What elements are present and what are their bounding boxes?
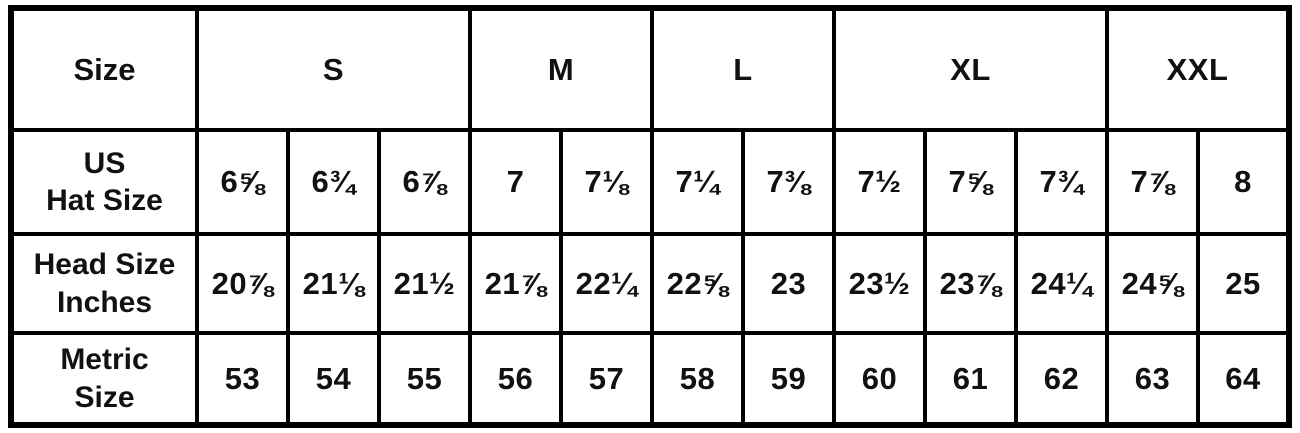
us-hat-size-value: 6⅝: [195, 128, 290, 236]
us-hat-size-value: 7⅜: [741, 128, 836, 236]
metric-size-value: 61: [923, 331, 1018, 427]
metric-size-value: 56: [468, 331, 563, 427]
head-size-inches-value: 25: [1196, 232, 1291, 335]
head-size-inches-row-label: Head Size Inches: [9, 232, 199, 335]
size-group-l: L: [650, 6, 836, 132]
metric-size-value: 62: [1014, 331, 1109, 427]
size-group-xxl: XXL: [1105, 6, 1291, 132]
head-size-inches-value: 21½: [377, 232, 472, 335]
metric-size-value: 54: [286, 331, 381, 427]
head-size-inches-value: 23⅞: [923, 232, 1018, 335]
us-hat-size-value: 8: [1196, 128, 1291, 236]
size-group-m: M: [468, 6, 654, 132]
us-hat-size-value: 7⅝: [923, 128, 1018, 236]
us-hat-size-value: 7½: [832, 128, 927, 236]
us-hat-size-row-label: US Hat Size: [9, 128, 199, 236]
head-size-inches-row: Head Size Inches 20⅞ 21⅛ 21½ 21⅞ 22¼ 22⅝…: [9, 232, 1291, 335]
metric-size-row: Metric Size 53 54 55 56 57 58 59 60 61 6…: [9, 331, 1291, 427]
size-conversion-table: Size S M L XL XXL US Hat Size 6⅝ 6¾ 6⅞ 7…: [8, 5, 1292, 428]
head-size-inches-value: 22⅝: [650, 232, 745, 335]
head-size-inches-value: 22¼: [559, 232, 654, 335]
head-size-inches-value: 24⅝: [1105, 232, 1200, 335]
metric-size-value: 57: [559, 331, 654, 427]
metric-size-value: 53: [195, 331, 290, 427]
us-hat-size-row: US Hat Size 6⅝ 6¾ 6⅞ 7 7⅛ 7¼ 7⅜ 7½ 7⅝ 7¾…: [9, 128, 1291, 236]
size-group-header-row: Size S M L XL XXL: [9, 6, 1291, 132]
size-corner-header: Size: [9, 6, 199, 132]
metric-size-value: 55: [377, 331, 472, 427]
head-size-inches-value: 21⅞: [468, 232, 563, 335]
size-group-s: S: [195, 6, 472, 132]
us-hat-size-value: 7: [468, 128, 563, 236]
metric-size-row-label: Metric Size: [9, 331, 199, 427]
head-size-inches-value: 24¼: [1014, 232, 1109, 335]
us-hat-size-value: 6¾: [286, 128, 381, 236]
us-hat-size-value: 7¼: [650, 128, 745, 236]
us-hat-size-value: 7¾: [1014, 128, 1109, 236]
us-hat-size-value: 7⅛: [559, 128, 654, 236]
us-hat-size-value: 6⅞: [377, 128, 472, 236]
metric-size-value: 63: [1105, 331, 1200, 427]
head-size-inches-value: 23½: [832, 232, 927, 335]
head-size-inches-value: 21⅛: [286, 232, 381, 335]
head-size-inches-value: 20⅞: [195, 232, 290, 335]
metric-size-value: 60: [832, 331, 927, 427]
metric-size-value: 58: [650, 331, 745, 427]
us-hat-size-value: 7⅞: [1105, 128, 1200, 236]
head-size-inches-value: 23: [741, 232, 836, 335]
metric-size-value: 59: [741, 331, 836, 427]
size-group-xl: XL: [832, 6, 1109, 132]
metric-size-value: 64: [1196, 331, 1291, 427]
